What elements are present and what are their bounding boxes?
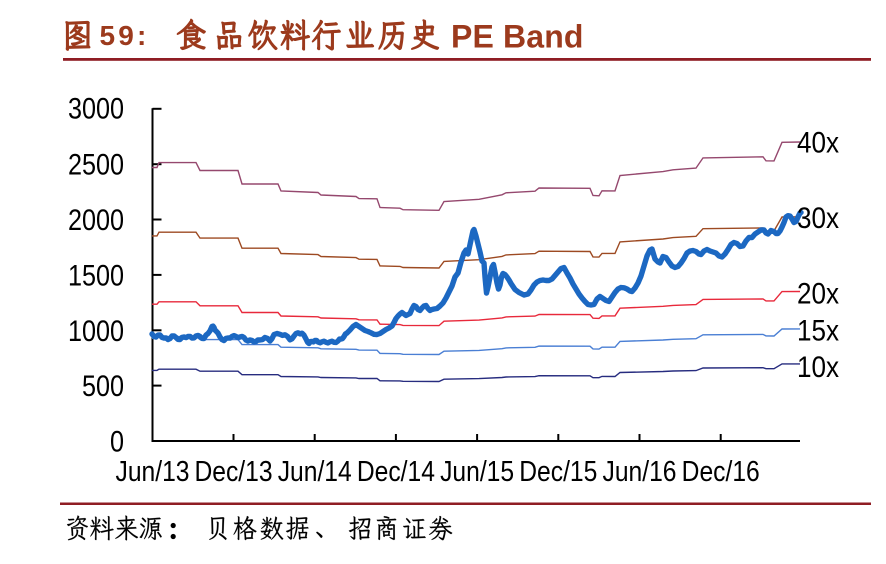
svg-text:Dec/14: Dec/14 <box>357 455 435 487</box>
svg-text:40x: 40x <box>797 126 839 159</box>
svg-text:Dec/13: Dec/13 <box>194 455 272 487</box>
svg-text:Jun/16: Jun/16 <box>602 455 676 487</box>
svg-text:Jun/13: Jun/13 <box>115 455 189 487</box>
svg-text:15x: 15x <box>797 314 839 347</box>
svg-text:30x: 30x <box>797 201 839 234</box>
svg-text:Jun/14: Jun/14 <box>278 455 352 487</box>
svg-text:2000: 2000 <box>68 203 124 237</box>
svg-text:10x: 10x <box>797 350 839 383</box>
svg-text:2500: 2500 <box>68 148 124 182</box>
svg-text:Jun/15: Jun/15 <box>440 455 514 487</box>
svg-text:500: 500 <box>82 369 124 403</box>
svg-text:0: 0 <box>110 425 124 459</box>
svg-text:1500: 1500 <box>68 258 124 292</box>
svg-text:20x: 20x <box>797 277 839 310</box>
svg-text:1000: 1000 <box>68 314 124 348</box>
svg-text:PE Band: PE Band <box>451 19 584 55</box>
svg-text:Dec/15: Dec/15 <box>519 455 597 487</box>
svg-text:Dec/16: Dec/16 <box>682 455 760 487</box>
svg-text:59:: 59: <box>100 20 150 51</box>
svg-text:3000: 3000 <box>68 91 124 125</box>
